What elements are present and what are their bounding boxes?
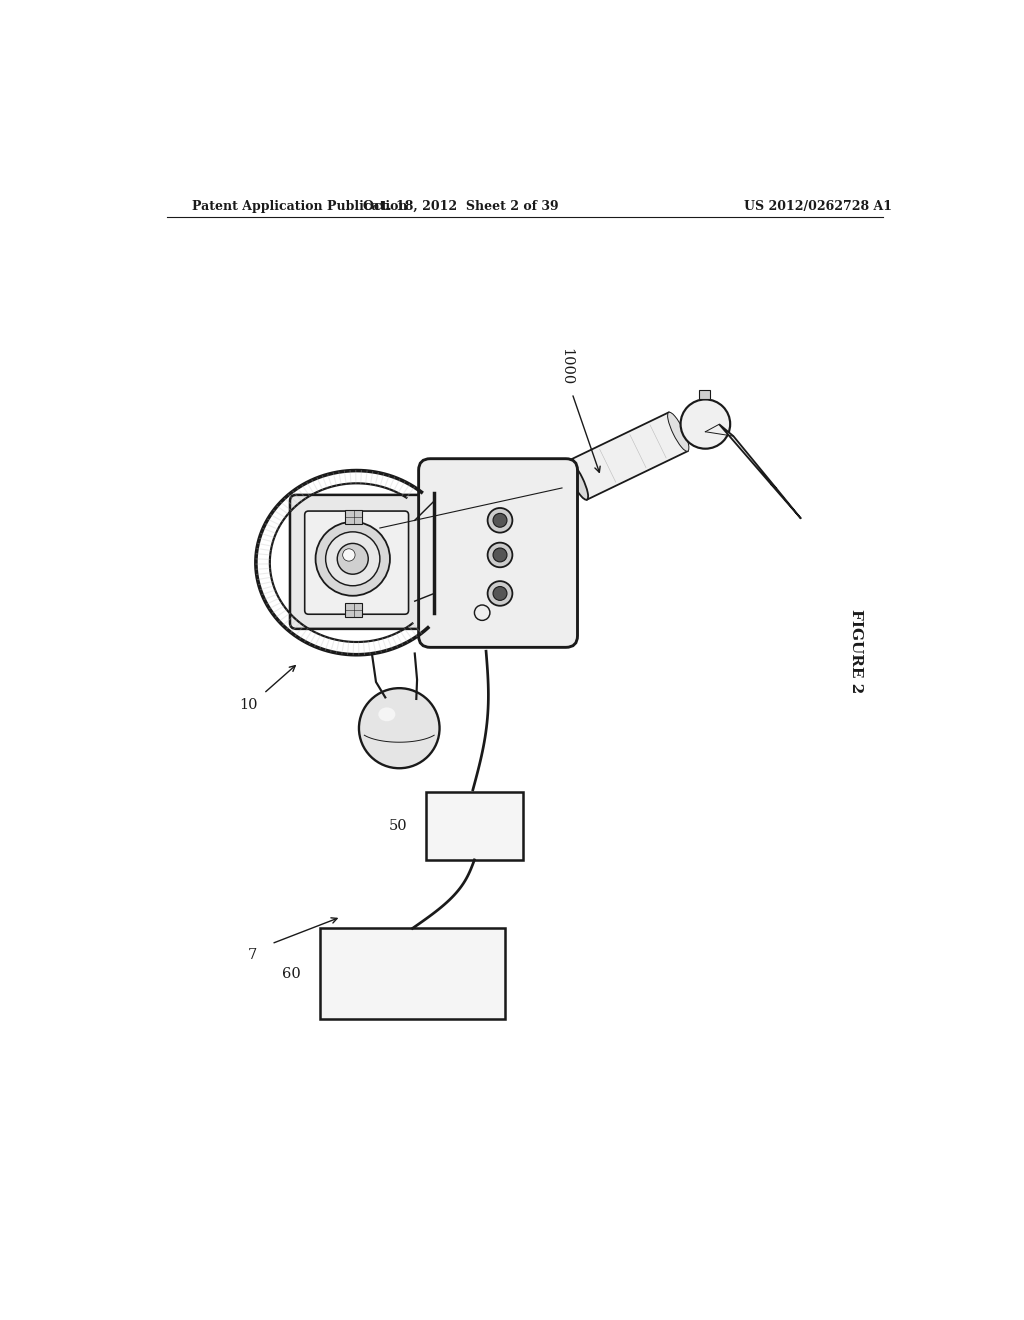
- Bar: [345, 511, 362, 524]
- Text: Patent Application Publication: Patent Application Publication: [191, 199, 408, 213]
- Ellipse shape: [668, 412, 689, 451]
- Text: 7: 7: [248, 948, 257, 962]
- Circle shape: [343, 549, 355, 561]
- Ellipse shape: [567, 461, 588, 500]
- Text: US 2012/0262728 A1: US 2012/0262728 A1: [744, 199, 892, 213]
- Bar: [321, 928, 505, 1019]
- Text: Oct. 18, 2012  Sheet 2 of 39: Oct. 18, 2012 Sheet 2 of 39: [364, 199, 559, 213]
- Circle shape: [487, 508, 512, 533]
- Ellipse shape: [378, 708, 395, 721]
- Text: 1000: 1000: [559, 347, 572, 385]
- Text: 60: 60: [282, 966, 301, 981]
- Circle shape: [681, 400, 730, 449]
- Circle shape: [493, 548, 507, 562]
- Bar: [345, 603, 362, 616]
- FancyBboxPatch shape: [419, 459, 578, 647]
- Circle shape: [337, 544, 369, 574]
- FancyBboxPatch shape: [305, 511, 409, 614]
- Text: FIGURE 2: FIGURE 2: [850, 609, 863, 693]
- Circle shape: [359, 688, 439, 768]
- Circle shape: [487, 543, 512, 568]
- Circle shape: [326, 532, 380, 586]
- Text: 10: 10: [239, 698, 257, 711]
- Text: 50: 50: [388, 818, 407, 833]
- Polygon shape: [719, 424, 776, 488]
- Circle shape: [315, 521, 390, 595]
- Polygon shape: [568, 412, 688, 500]
- Polygon shape: [771, 483, 801, 519]
- Circle shape: [487, 581, 512, 606]
- Circle shape: [493, 513, 507, 527]
- Circle shape: [493, 586, 507, 601]
- FancyBboxPatch shape: [290, 495, 423, 628]
- Bar: [426, 792, 523, 859]
- Bar: [699, 391, 710, 400]
